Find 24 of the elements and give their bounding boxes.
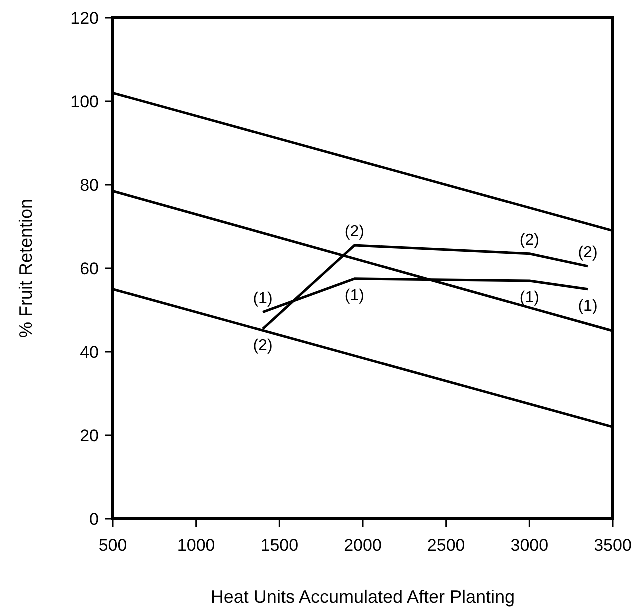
x-tick-label: 3000 [510, 536, 549, 555]
y-tick-label: 40 [80, 342, 99, 362]
annotation: (1) [578, 298, 598, 315]
y-tick-label: 100 [70, 92, 99, 112]
x-tick-label: 500 [98, 536, 128, 555]
y-tick-label: 120 [70, 8, 99, 28]
x-tick-label: 2500 [427, 536, 466, 555]
x-tick-label: 2000 [344, 536, 382, 555]
annotation: (1) [253, 290, 273, 308]
x-axis-title: Heat Units Accumulated After Planting [210, 587, 516, 607]
y-tick-label: 0 [90, 510, 99, 529]
y-axis-title: % Fruit Retention [16, 198, 36, 338]
annotation: (2) [253, 338, 273, 355]
x-tick-label: 3500 [594, 536, 632, 555]
y-tick-label: 80 [80, 176, 99, 195]
annotation: (2) [344, 224, 364, 241]
annotation: (1) [520, 290, 540, 307]
x-tick-label: 1500 [260, 536, 299, 555]
x-tick-label: 1000 [177, 536, 216, 555]
annotation: (2) [578, 244, 598, 262]
y-tick-label: 60 [80, 259, 99, 278]
annotation: (1) [344, 288, 364, 305]
annotation: (2) [520, 232, 540, 249]
y-tick-label: 20 [80, 426, 99, 446]
